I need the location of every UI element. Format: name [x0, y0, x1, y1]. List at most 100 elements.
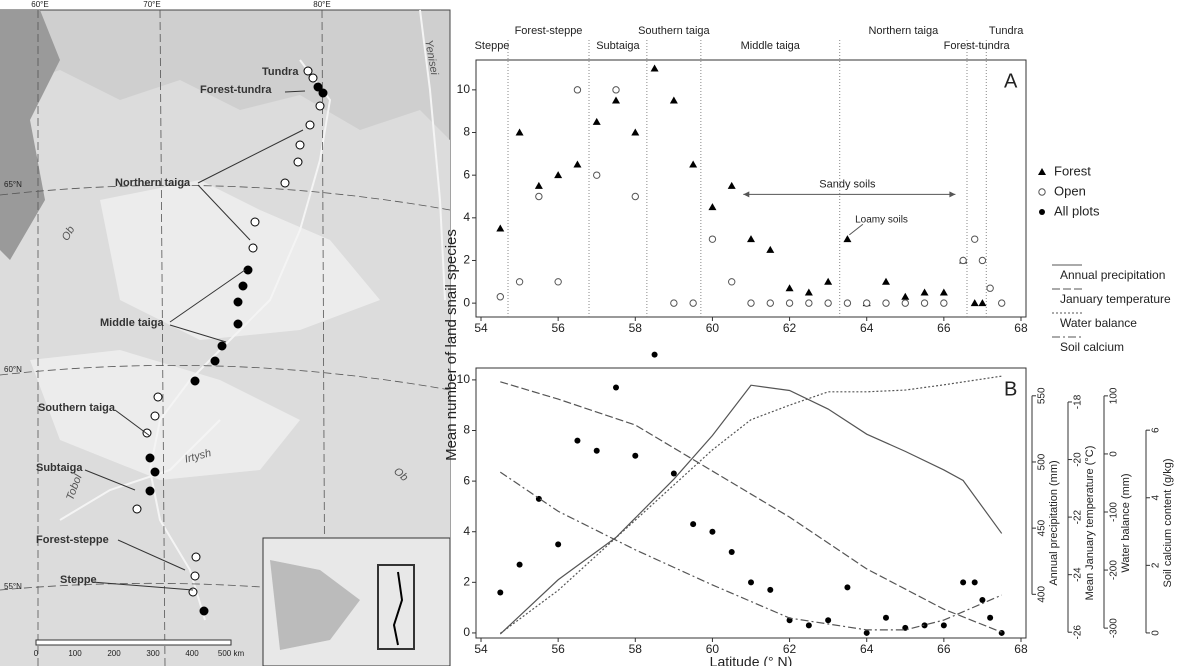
x-tick-label: 56 [551, 321, 565, 335]
site [319, 89, 327, 97]
x-axis-label: Latitude (° N) [710, 654, 793, 666]
site [133, 505, 141, 513]
annotation: Loamy soils [855, 215, 908, 226]
site [304, 67, 312, 75]
y-tick-label: 4 [463, 524, 470, 538]
marker [517, 562, 523, 568]
marker [709, 236, 715, 242]
marker [651, 65, 659, 72]
zone-label: Middle taiga [100, 317, 164, 329]
y-axis-label: Soil calcium content (g/kg) [1162, 459, 1174, 588]
marker [941, 622, 947, 628]
y-tick-label: 0 [463, 295, 470, 309]
y-tick-label: 0 [1151, 630, 1162, 636]
marker [748, 579, 754, 585]
marker [594, 448, 600, 454]
marker [671, 471, 677, 477]
marker [883, 300, 889, 306]
lat-label: 55°N [4, 582, 22, 591]
marker [806, 622, 812, 628]
marker [690, 521, 696, 527]
marker [824, 278, 832, 285]
x-tick-label: 62 [783, 321, 797, 335]
zone-label: Steppe [475, 40, 510, 52]
marker [613, 87, 619, 93]
legend-label: January temperature [1060, 292, 1171, 306]
marker [979, 257, 985, 263]
y-tick-label: 0 [1109, 451, 1120, 457]
annotation-arrow [849, 224, 862, 235]
site [309, 74, 317, 82]
site [154, 393, 162, 401]
y-tick-label: -200 [1109, 560, 1120, 580]
marker [632, 193, 638, 199]
marker [573, 161, 581, 168]
x-tick-label: 58 [629, 321, 643, 335]
marker [767, 587, 773, 593]
zone-label: Southern taiga [38, 402, 116, 414]
site [151, 468, 159, 476]
marker [972, 579, 978, 585]
marker [632, 453, 638, 459]
y-tick-label: 8 [463, 125, 470, 139]
y-tick-label: 2 [463, 253, 470, 267]
marker [747, 235, 755, 242]
marker [748, 300, 754, 306]
x-tick-label: 54 [474, 321, 488, 335]
y-tick-label: 500 [1037, 453, 1048, 470]
marker [843, 235, 851, 242]
marker [574, 438, 580, 444]
marker [631, 129, 639, 136]
marker [555, 279, 561, 285]
y-tick-label: 450 [1037, 519, 1048, 536]
site [191, 377, 199, 385]
scale-label: 100 [68, 649, 82, 658]
marker [987, 615, 993, 621]
marker [690, 300, 696, 306]
zone-label: Forest-steppe [36, 534, 109, 546]
legend-label: Annual precipitation [1060, 268, 1165, 282]
marker [670, 97, 678, 104]
plot-frame [476, 368, 1026, 638]
marker [594, 172, 600, 178]
zone-label: Middle taiga [741, 40, 801, 52]
zone-label: Tundra [262, 66, 299, 78]
marker [671, 300, 677, 306]
y-tick-label: -24 [1073, 567, 1084, 582]
marker [805, 288, 813, 295]
site [244, 266, 252, 274]
zone-label: Southern taiga [638, 25, 710, 37]
marker [882, 278, 890, 285]
line-series [500, 376, 1001, 633]
site [249, 244, 257, 252]
y-tick-label: 0 [463, 625, 470, 639]
y-tick-label: 6 [463, 473, 470, 487]
figure: 60°E 70°E 80°E 65°N 60°N 55°N Tundra For… [0, 0, 1191, 666]
marker [728, 182, 736, 189]
site [192, 553, 200, 561]
scale-bar [36, 640, 231, 645]
site [281, 179, 289, 187]
x-tick-label: 56 [551, 642, 565, 656]
lat-label: 65°N [4, 180, 22, 189]
marker [960, 579, 966, 585]
marker [921, 300, 927, 306]
marker [516, 279, 522, 285]
marker [555, 541, 561, 547]
marker [786, 284, 794, 291]
site [306, 121, 314, 129]
x-tick-label: 64 [860, 642, 874, 656]
marker [613, 384, 619, 390]
legend-label: Forest [1054, 163, 1091, 178]
y-tick-label: -300 [1109, 618, 1120, 638]
site [189, 588, 197, 596]
marker [786, 300, 792, 306]
marker [971, 299, 979, 306]
x-tick-label: 68 [1014, 642, 1028, 656]
y-tick-label: 400 [1037, 586, 1048, 603]
x-tick-label: 64 [860, 321, 874, 335]
site [200, 607, 208, 615]
site [296, 141, 304, 149]
marker [940, 288, 948, 295]
y-axis-label: Mean January temperature (°C) [1084, 446, 1096, 601]
